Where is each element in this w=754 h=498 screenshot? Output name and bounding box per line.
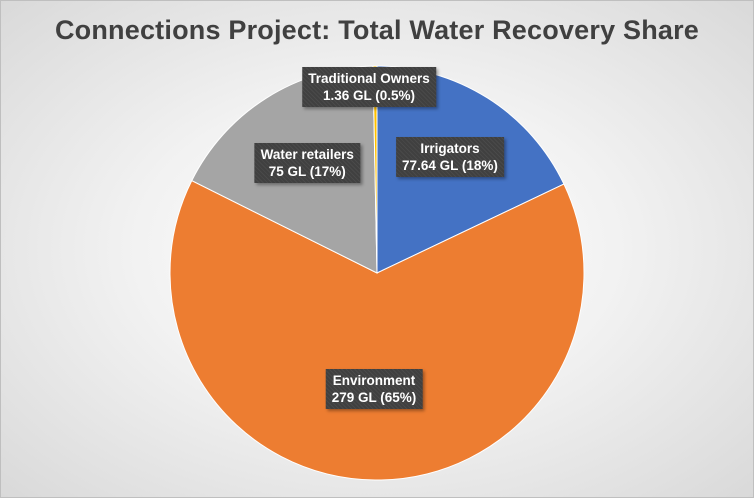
slice-value-irrigators: 77.64 GL (18%) (402, 158, 498, 174)
chart-title: Connections Project: Total Water Recover… (54, 15, 700, 45)
slice-value-water-retailers: 75 GL (17%) (268, 163, 346, 179)
data-label-environment: Environment 279 GL (65%) (325, 368, 423, 409)
pie-slice-traditional-owners (372, 65, 378, 274)
pie-slice-environment (169, 179, 585, 481)
data-label-traditional-owners: Traditional Owners 1.36 GL (0.5%) (302, 66, 436, 107)
slice-value-traditional-owners: 1.36 GL (0.5%) (322, 87, 416, 103)
slice-name-water-retailers: Water retailers (260, 146, 354, 162)
data-label-water-retailers: Water retailers 75 GL (17%) (254, 142, 360, 183)
slice-name-environment: Environment (332, 372, 416, 388)
data-label-irrigators: Irrigators 77.64 GL (18%) (396, 137, 504, 178)
slice-name-irrigators: Irrigators (420, 141, 480, 157)
slice-value-environment: 279 GL (65%) (331, 389, 417, 405)
slice-name-traditional-owners: Traditional Owners (308, 70, 430, 86)
